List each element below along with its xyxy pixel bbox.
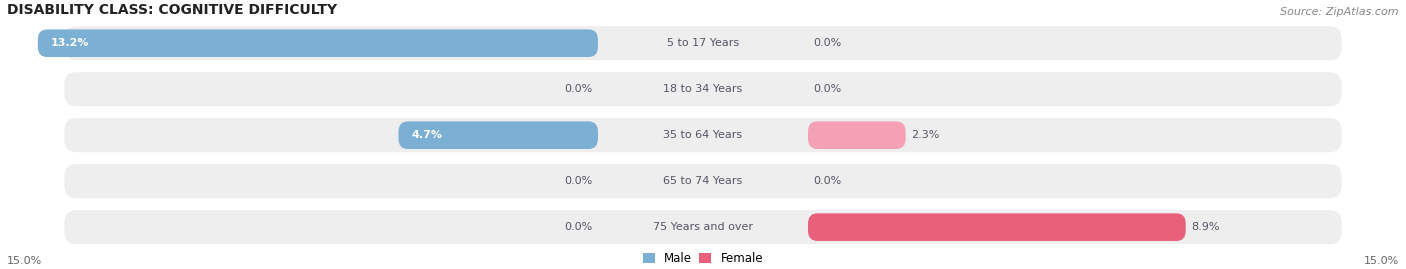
Text: 15.0%: 15.0% <box>1364 256 1399 266</box>
Text: 18 to 34 Years: 18 to 34 Years <box>664 84 742 94</box>
Text: 0.0%: 0.0% <box>565 84 593 94</box>
FancyBboxPatch shape <box>65 72 1341 106</box>
Text: 0.0%: 0.0% <box>565 176 593 186</box>
FancyBboxPatch shape <box>398 121 598 149</box>
FancyBboxPatch shape <box>65 210 1341 244</box>
Text: 75 Years and over: 75 Years and over <box>652 222 754 232</box>
FancyBboxPatch shape <box>65 26 1341 60</box>
FancyBboxPatch shape <box>808 213 1185 241</box>
Text: 4.7%: 4.7% <box>411 130 443 140</box>
Text: Source: ZipAtlas.com: Source: ZipAtlas.com <box>1281 6 1399 17</box>
FancyBboxPatch shape <box>38 29 598 57</box>
FancyBboxPatch shape <box>65 118 1341 152</box>
FancyBboxPatch shape <box>808 121 905 149</box>
Text: 13.2%: 13.2% <box>51 38 89 48</box>
Text: 0.0%: 0.0% <box>565 222 593 232</box>
Text: 0.0%: 0.0% <box>813 176 841 186</box>
Text: 2.3%: 2.3% <box>911 130 939 140</box>
Text: 0.0%: 0.0% <box>813 84 841 94</box>
Text: 35 to 64 Years: 35 to 64 Years <box>664 130 742 140</box>
Text: 8.9%: 8.9% <box>1191 222 1219 232</box>
Text: 0.0%: 0.0% <box>813 38 841 48</box>
Text: 5 to 17 Years: 5 to 17 Years <box>666 38 740 48</box>
Text: 15.0%: 15.0% <box>7 256 42 266</box>
FancyBboxPatch shape <box>65 164 1341 198</box>
Text: DISABILITY CLASS: COGNITIVE DIFFICULTY: DISABILITY CLASS: COGNITIVE DIFFICULTY <box>7 2 337 17</box>
Text: 65 to 74 Years: 65 to 74 Years <box>664 176 742 186</box>
Legend: Male, Female: Male, Female <box>643 252 763 265</box>
